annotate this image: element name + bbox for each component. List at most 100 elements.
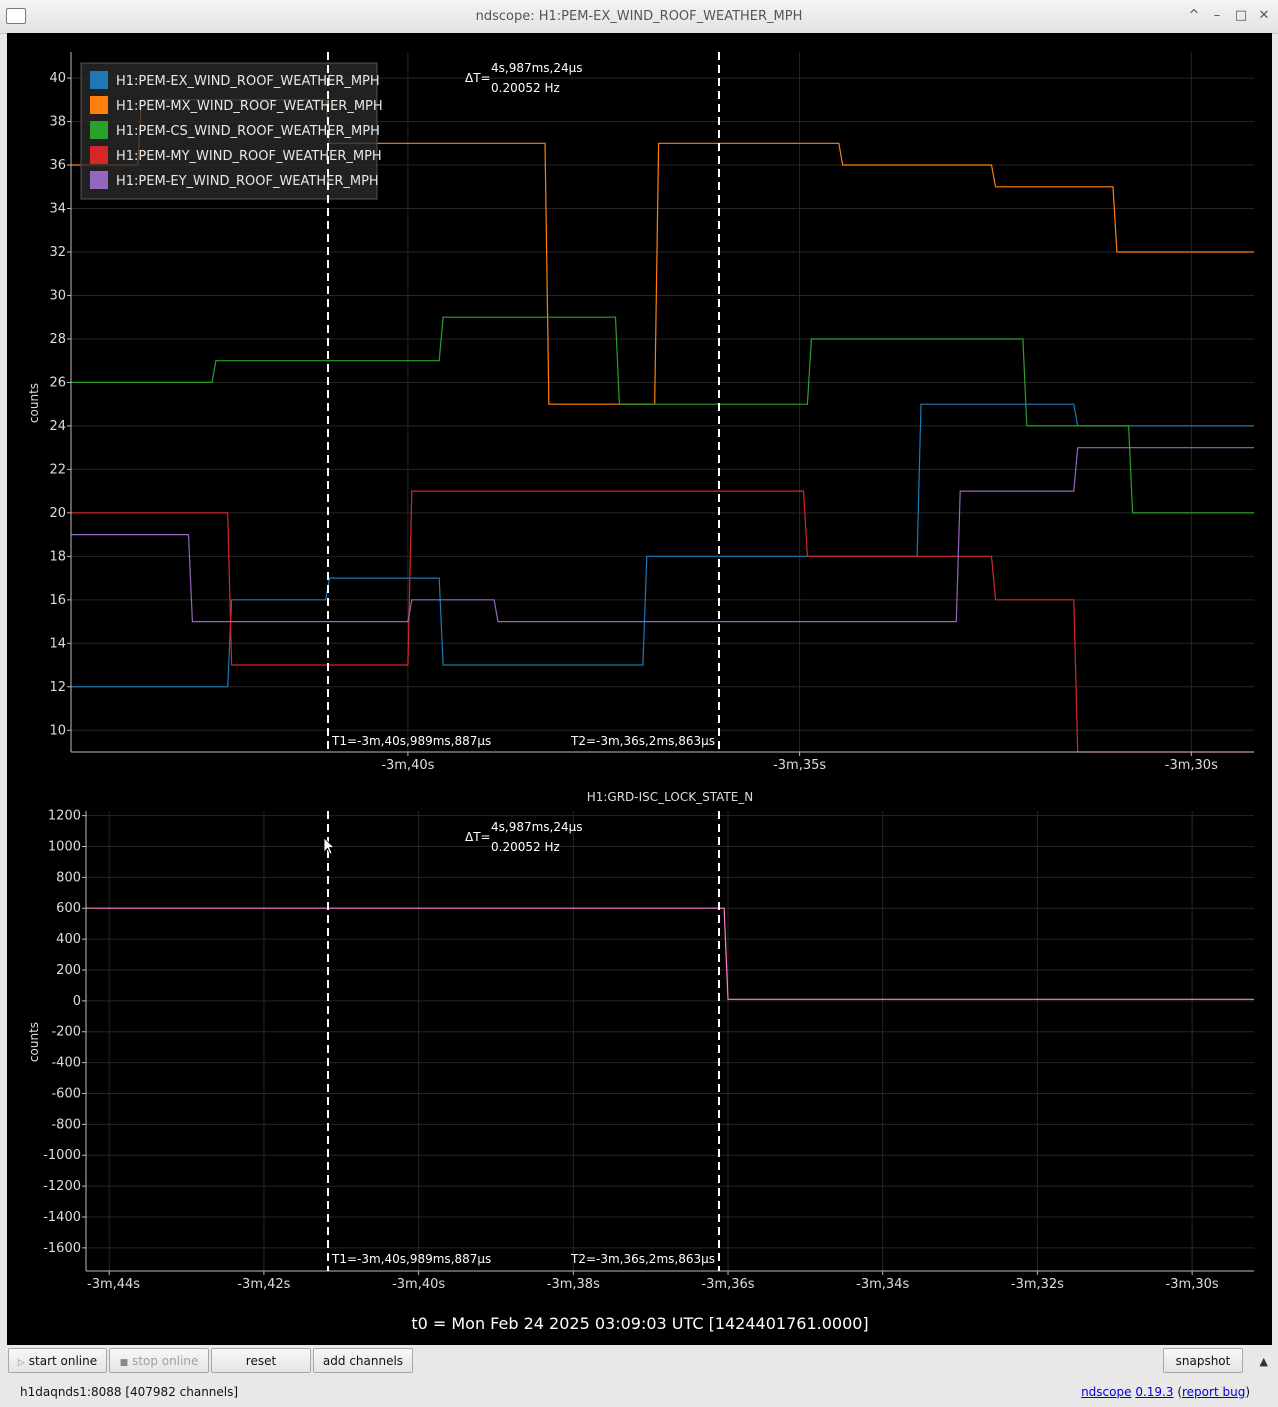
wind-speed-plot[interactable]: 10 12 14 16 18 20 22 24 26 28 30 32 34 36 38 40 -3m,40s…	[27, 52, 1254, 773]
snapshot-button[interactable]: snapshot	[1163, 1348, 1243, 1373]
plot1-grid	[71, 52, 1254, 752]
plot2-y-tick-label: 600	[56, 901, 81, 916]
mouse-cursor-icon	[323, 837, 336, 855]
legend-swatch-ey	[90, 171, 108, 189]
plot2-y-tick-label: 400	[56, 932, 81, 947]
plot1-y-tick-label: 38	[49, 115, 66, 130]
plot2-delta-label: ΔT=	[465, 830, 491, 844]
legend-item-ey: H1:PEM-EY_WIND_ROOF_WEATHER_MPH	[116, 174, 379, 189]
plot2-x-tick-label: -3m,42s	[237, 1277, 290, 1292]
stop-online-button[interactable]: ■ stop online	[109, 1348, 209, 1373]
legend-item-mx: H1:PEM-MX_WIND_ROOF_WEATHER_MPH	[116, 99, 383, 114]
plot1-y-tick-label: 28	[49, 332, 66, 347]
plot2-y-tick-label: 800	[56, 870, 81, 885]
legend-item-cs: H1:PEM-CS_WIND_ROOF_WEATHER_MPH	[116, 124, 380, 139]
plot2-y-tick-label: -200	[51, 1025, 81, 1040]
guardian-state-plot[interactable]: -1600 -1400 -1200 -1000 -800 -600 -400 -200 0 200…	[27, 809, 1254, 1292]
plot1-t1-label: T1=-3m,40s,989ms,887µs	[331, 734, 491, 748]
status-bar: h1daqnds1:8088 [407982 channels] ndscope…	[0, 1380, 1278, 1407]
plot2-y-tick-label: -1400	[43, 1210, 81, 1225]
version-link[interactable]: 0.19.3	[1135, 1385, 1174, 1399]
plot1-y-tick-label: 12	[49, 680, 66, 695]
plot2-y-tick-label: 1200	[48, 809, 81, 824]
plot2-t2-label: T2=-3m,36s,2ms,863µs	[570, 1252, 715, 1266]
plot2-t1-label: T1=-3m,40s,989ms,887µs	[331, 1252, 491, 1266]
start-online-label: start online	[28, 1354, 98, 1368]
plot1-y-tick-label: 26	[49, 375, 66, 390]
version-info: ndscope 0.19.3 (report bug)	[1081, 1385, 1250, 1399]
plot2-y-tick-label: -400	[51, 1056, 81, 1071]
plot1-y-tick-label: 34	[49, 202, 66, 217]
collapse-panel-icon[interactable]: ▲	[1259, 1355, 1268, 1368]
minimize-window-icon[interactable]: –	[1213, 8, 1221, 23]
plot1-y-tick-label: 32	[49, 245, 66, 260]
plot2-x-tick-label: -3m,40s	[392, 1277, 445, 1292]
plot1-y-tick-label: 36	[49, 158, 66, 173]
plot1-y-tick-label: 30	[49, 288, 66, 303]
plot2-y-tick-label: -1200	[43, 1179, 81, 1194]
legend[interactable]: H1:PEM-EX_WIND_ROOF_WEATHER_MPH H1:PEM-M…	[80, 62, 383, 200]
window-title: ndscope: H1:PEM-EX_WIND_ROOF_WEATHER_MPH	[475, 9, 803, 24]
ndscope-link[interactable]: ndscope	[1081, 1385, 1132, 1399]
plot2-y-ticks: -1600 -1400 -1200 -1000 -800 -600 -400 -200 0 200…	[43, 809, 86, 1256]
plot1-x-tick-label: -3m,30s	[1165, 758, 1218, 773]
plot1-y-label: counts	[27, 383, 41, 423]
plot1-y-tick-label: 10	[49, 723, 66, 738]
report-bug-link[interactable]: report bug	[1182, 1385, 1246, 1399]
plot2-x-tick-label: -3m,44s	[87, 1277, 140, 1292]
plot2-y-tick-label: -1600	[43, 1241, 81, 1256]
plot1-y-tick-label: 22	[49, 462, 66, 477]
shade-window-icon[interactable]: ^	[1188, 8, 1200, 23]
reset-button[interactable]: reset	[211, 1348, 311, 1373]
plot1-series-line-4	[71, 447, 1254, 623]
legend-swatch-my	[90, 146, 108, 164]
start-online-button[interactable]: ▷ start online	[8, 1348, 107, 1373]
plot2-y-tick-label: -1000	[43, 1148, 81, 1163]
plot-area: 10 12 14 16 18 20 22 24 26 28 30 32 34 36 38 40 -3m,40s…	[7, 33, 1272, 1345]
plot1-y-tick-label: 14	[49, 636, 66, 651]
legend-item-my: H1:PEM-MY_WIND_ROOF_WEATHER_MPH	[116, 149, 382, 164]
plot2-x-tick-label: -3m,34s	[856, 1277, 909, 1292]
plot2-delta-frequency: 0.20052 Hz	[491, 840, 560, 854]
close-window-icon[interactable]: ✕	[1258, 8, 1270, 23]
t0-label: t0 = Mon Feb 24 2025 03:09:03 UTC [14244…	[411, 1314, 868, 1333]
stop-icon: ■	[119, 1358, 129, 1368]
plot1-series-line-0	[71, 403, 1254, 688]
plot2-x-tick-label: -3m,30s	[1166, 1277, 1219, 1292]
plot1-series-line-2	[71, 316, 1254, 514]
plot1-x-ticks: -3m,40s -3m,35s -3m,30s	[381, 752, 1218, 773]
plot1-y-tick-label: 20	[49, 506, 66, 521]
plot2-delta-value: 4s,987ms,24µs	[491, 820, 583, 834]
plot1-delta-label: ΔT=	[465, 71, 491, 85]
plot1-delta-frequency: 0.20052 Hz	[491, 81, 560, 95]
plot2-y-tick-label: -800	[51, 1117, 81, 1132]
plot2-title: H1:GRD-ISC_LOCK_STATE_N	[587, 790, 754, 804]
legend-swatch-cs	[90, 121, 108, 139]
plot2-x-tick-label: -3m,32s	[1011, 1277, 1064, 1292]
plot1-y-tick-label: 18	[49, 549, 66, 564]
maximize-window-icon[interactable]: □	[1234, 8, 1248, 23]
add-channels-button[interactable]: add channels	[313, 1348, 413, 1373]
plot2-x-ticks: -3m,44s -3m,42s -3m,40s -3m,38s -3m,36s -3m,3…	[87, 1271, 1219, 1292]
plot2-x-tick-label: -3m,36s	[701, 1277, 754, 1292]
plot2-y-tick-label: -600	[51, 1086, 81, 1101]
plot1-delta-value: 4s,987ms,24µs	[491, 61, 583, 75]
plot2-x-tick-label: -3m,38s	[547, 1277, 600, 1292]
play-icon: ▷	[17, 1358, 25, 1368]
plot2-y-tick-label: 1000	[48, 840, 81, 855]
plot2-y-tick-label: 0	[73, 994, 81, 1009]
plot1-series-line-3	[71, 490, 1254, 753]
plot1-t2-label: T2=-3m,36s,2ms,863µs	[570, 734, 715, 748]
legend-swatch-ex	[90, 71, 108, 89]
plot1-y-tick-label: 24	[49, 419, 66, 434]
plot1-y-tick-label: 40	[49, 71, 66, 86]
plot1-y-tick-label: 16	[49, 593, 66, 608]
server-status: h1daqnds1:8088 [407982 channels]	[20, 1385, 239, 1399]
plot2-y-label: counts	[27, 1022, 41, 1062]
plots-svg: 10 12 14 16 18 20 22 24 26 28 30 32 34 36 38 40 -3m,40s…	[27, 52, 1254, 1333]
title-bar[interactable]: ndscope: H1:PEM-EX_WIND_ROOF_WEATHER_MPH…	[0, 0, 1278, 34]
legend-swatch-mx	[90, 96, 108, 114]
plot1-y-ticks: 10 12 14 16 18 20 22 24 26 28 30 32 34 36 38 40	[49, 71, 71, 738]
plot2-series	[86, 907, 1254, 1000]
